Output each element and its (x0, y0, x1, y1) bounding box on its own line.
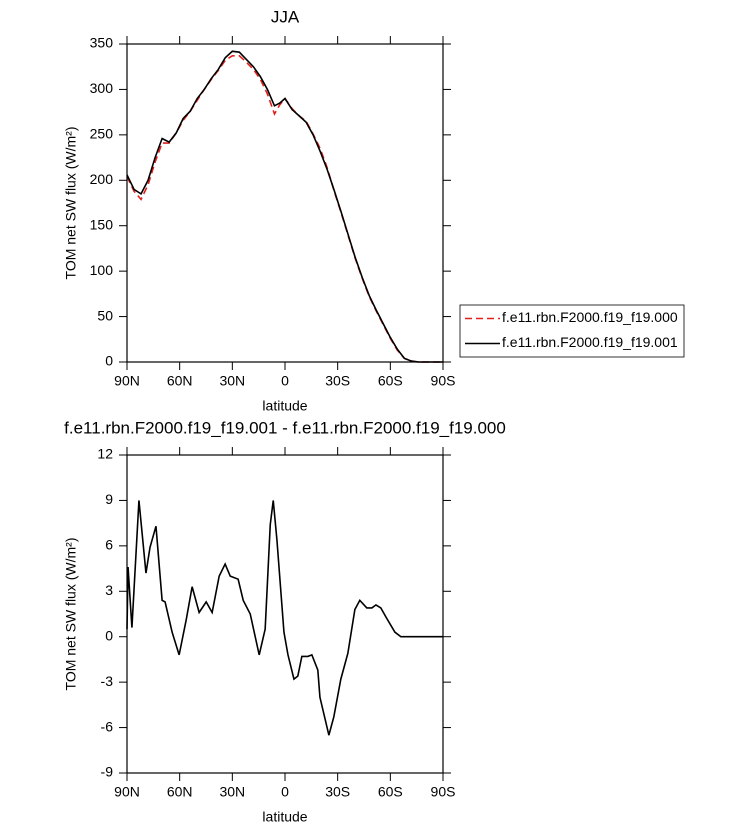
y-tick-label: 0 (105, 353, 113, 369)
y-tick-label: 350 (90, 35, 114, 51)
y-tick-label: 100 (90, 262, 114, 278)
legend-box (459, 304, 685, 358)
data-line (126, 55, 443, 363)
plot-frame (126, 454, 444, 774)
plot-frame (126, 43, 444, 363)
x-tick-label: 90N (114, 373, 140, 389)
x-tick-label: 0 (281, 373, 289, 389)
x-tick-label: 30N (219, 373, 245, 389)
x-tick-label: 60N (167, 373, 193, 389)
y-tick-label: 200 (90, 171, 114, 187)
x-tick-label: 60S (378, 784, 403, 800)
y-tick-label: 50 (97, 307, 113, 323)
y-tick-label: 0 (105, 627, 113, 643)
y-tick-label: 3 (105, 582, 113, 598)
legend-label: f.e11.rbn.F2000.f19_f19.001 (502, 334, 678, 350)
x-tick-label: 30S (325, 784, 350, 800)
y-tick-label: 250 (90, 126, 114, 142)
y-tick-label: 9 (105, 491, 113, 507)
y-tick-label: -6 (101, 718, 114, 734)
x-tick-label: 30S (325, 373, 350, 389)
data-line (126, 500, 443, 736)
x-tick-label: 60S (378, 373, 403, 389)
legend-label: f.e11.rbn.F2000.f19_f19.000 (502, 309, 678, 325)
data-line (126, 50, 443, 363)
x-axis-label: latitude (262, 398, 307, 414)
x-axis-label: latitude (262, 809, 307, 825)
x-tick-label: 90S (431, 784, 456, 800)
y-tick-label: 12 (97, 446, 113, 462)
y-axis-label: TOM net SW flux (W/m²) (63, 127, 79, 280)
y-axis-label: TOM net SW flux (W/m²) (63, 538, 79, 691)
chart-title: f.e11.rbn.F2000.f19_f19.001 - f.e11.rbn.… (64, 418, 506, 437)
y-tick-label: 300 (90, 80, 114, 96)
x-tick-label: 60N (167, 784, 193, 800)
chart-title: JJA (271, 7, 300, 26)
x-tick-label: 30N (219, 784, 245, 800)
y-tick-label: 150 (90, 216, 114, 232)
x-tick-label: 90S (431, 373, 456, 389)
y-tick-label: 6 (105, 537, 113, 553)
y-tick-label: -9 (101, 764, 114, 780)
x-tick-label: 0 (281, 784, 289, 800)
y-tick-label: -3 (101, 673, 114, 689)
x-tick-label: 90N (114, 784, 140, 800)
